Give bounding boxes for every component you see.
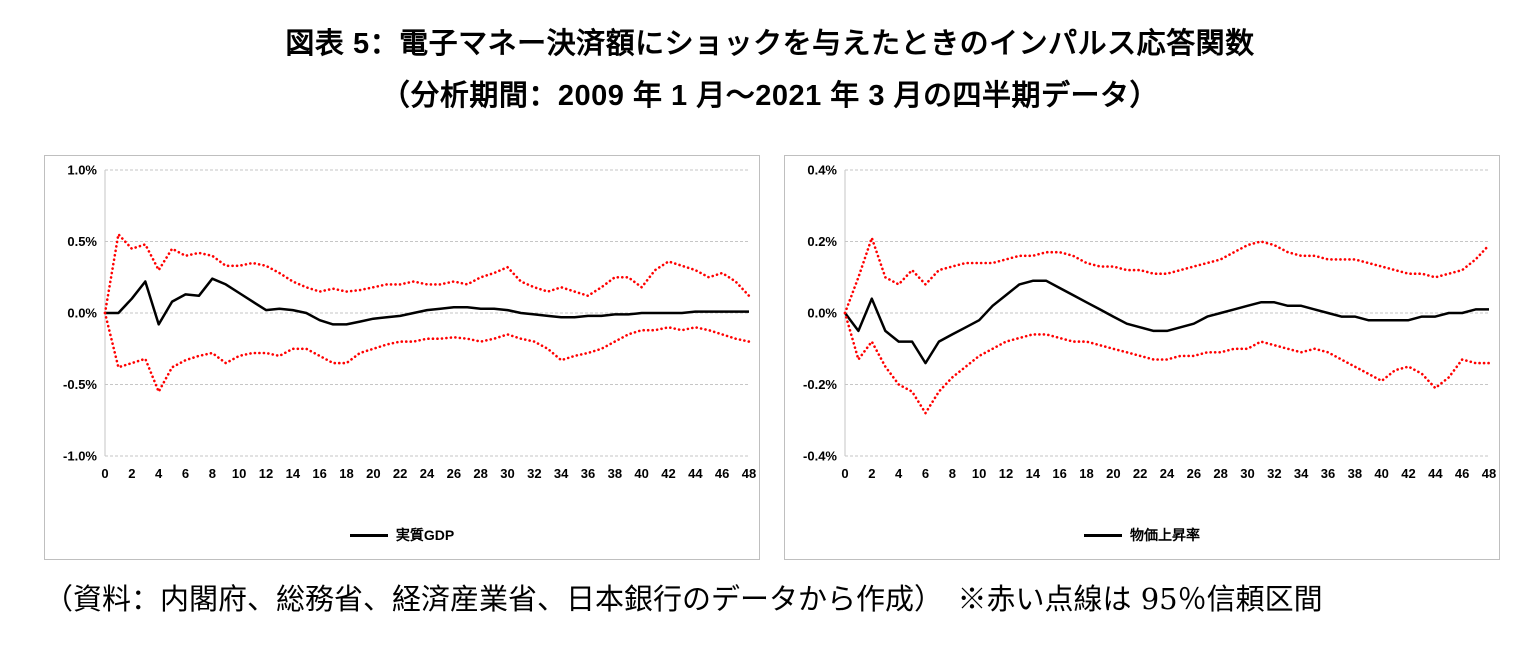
svg-text:4: 4: [155, 466, 163, 481]
svg-text:24: 24: [1160, 466, 1175, 481]
svg-text:1.0%: 1.0%: [67, 163, 97, 178]
chart-panel-real-gdp: 1.0% 0.5% 0.0% -0.5% -1.0% 0 2 4 6 8 10 12 14 16 18 20 2…: [44, 155, 760, 560]
source-note: （資料：内閣府、総務省、経済産業省、日本銀行のデータから作成） ※赤い点線は 9…: [44, 582, 1323, 616]
svg-text:-0.4%: -0.4%: [803, 449, 837, 464]
svg-text:42: 42: [661, 466, 675, 481]
svg-text:2: 2: [128, 466, 135, 481]
svg-text:40: 40: [634, 466, 648, 481]
svg-text:0.5%: 0.5%: [67, 234, 97, 249]
svg-text:20: 20: [1106, 466, 1120, 481]
svg-text:0.0%: 0.0%: [807, 306, 837, 321]
page-title: 図表 5：電子マネー決済額にショックを与えたときのインパルス応答関数: [285, 28, 1255, 60]
svg-text:26: 26: [1187, 466, 1201, 481]
svg-text:46: 46: [1455, 466, 1469, 481]
svg-text:32: 32: [1267, 466, 1281, 481]
svg-text:0.4%: 0.4%: [807, 163, 837, 178]
svg-text:6: 6: [182, 466, 189, 481]
svg-text:44: 44: [1428, 466, 1443, 481]
svg-text:0.2%: 0.2%: [807, 234, 837, 249]
svg-text:16: 16: [1052, 466, 1066, 481]
real-gdp-legend: 実質GDP: [45, 525, 759, 545]
svg-text:2: 2: [868, 466, 875, 481]
svg-text:-0.5%: -0.5%: [63, 377, 97, 392]
svg-text:38: 38: [608, 466, 622, 481]
svg-text:22: 22: [1133, 466, 1147, 481]
svg-text:32: 32: [527, 466, 541, 481]
svg-text:38: 38: [1348, 466, 1362, 481]
svg-text:0: 0: [841, 466, 848, 481]
svg-text:44: 44: [688, 466, 703, 481]
svg-text:22: 22: [393, 466, 407, 481]
svg-text:34: 34: [1294, 466, 1309, 481]
svg-text:14: 14: [1026, 466, 1041, 481]
svg-text:0: 0: [101, 466, 108, 481]
real-gdp-chart: 1.0%0.5%0.0%-0.5%-1.0%0 2 4 6 8 10 12 14 16 18 20 2…: [63, 163, 756, 482]
svg-text:30: 30: [500, 466, 514, 481]
svg-text:8: 8: [209, 466, 216, 481]
page-subtitle: （分析期間：2009 年 1 月～2021 年 3 月の四半期データ）: [380, 80, 1160, 112]
svg-text:46: 46: [715, 466, 729, 481]
svg-text:36: 36: [581, 466, 595, 481]
svg-text:48: 48: [742, 466, 756, 481]
legend-label: 実質GDP: [395, 527, 455, 543]
svg-text:36: 36: [1321, 466, 1335, 481]
svg-text:28: 28: [1213, 466, 1227, 481]
svg-text:20: 20: [366, 466, 380, 481]
svg-text:10: 10: [232, 466, 246, 481]
inflation-chart: 0.4%0.2%0.0%-0.2%-0.4%0 2 4 6 8 10 12 14 16 18 20 2…: [803, 163, 1496, 482]
svg-text:12: 12: [999, 466, 1013, 481]
svg-text:-1.0%: -1.0%: [63, 449, 97, 464]
svg-text:24: 24: [420, 466, 435, 481]
svg-text:12: 12: [259, 466, 273, 481]
chart-panel-inflation: 0.4% 0.2% 0.0% -0.2% -0.4% 0 2 4 6 8 10 12 14 16 18 20 2…: [784, 155, 1500, 560]
legend-line-swatch: [1084, 533, 1122, 537]
svg-text:42: 42: [1401, 466, 1415, 481]
svg-text:16: 16: [312, 466, 326, 481]
svg-text:14: 14: [286, 466, 301, 481]
svg-text:0.0%: 0.0%: [67, 306, 97, 321]
svg-text:40: 40: [1374, 466, 1388, 481]
legend-label: 物価上昇率: [1130, 527, 1200, 543]
svg-text:-0.2%: -0.2%: [803, 377, 837, 392]
svg-text:26: 26: [447, 466, 461, 481]
svg-text:10: 10: [972, 466, 986, 481]
svg-text:18: 18: [339, 466, 353, 481]
svg-text:6: 6: [922, 466, 929, 481]
inflation-legend: 物価上昇率: [785, 525, 1499, 545]
svg-text:18: 18: [1079, 466, 1093, 481]
svg-text:34: 34: [554, 466, 569, 481]
svg-text:30: 30: [1240, 466, 1254, 481]
svg-text:28: 28: [473, 466, 487, 481]
legend-line-swatch: [349, 533, 388, 537]
svg-text:8: 8: [949, 466, 956, 481]
svg-text:48: 48: [1482, 466, 1496, 481]
svg-text:4: 4: [895, 466, 903, 481]
